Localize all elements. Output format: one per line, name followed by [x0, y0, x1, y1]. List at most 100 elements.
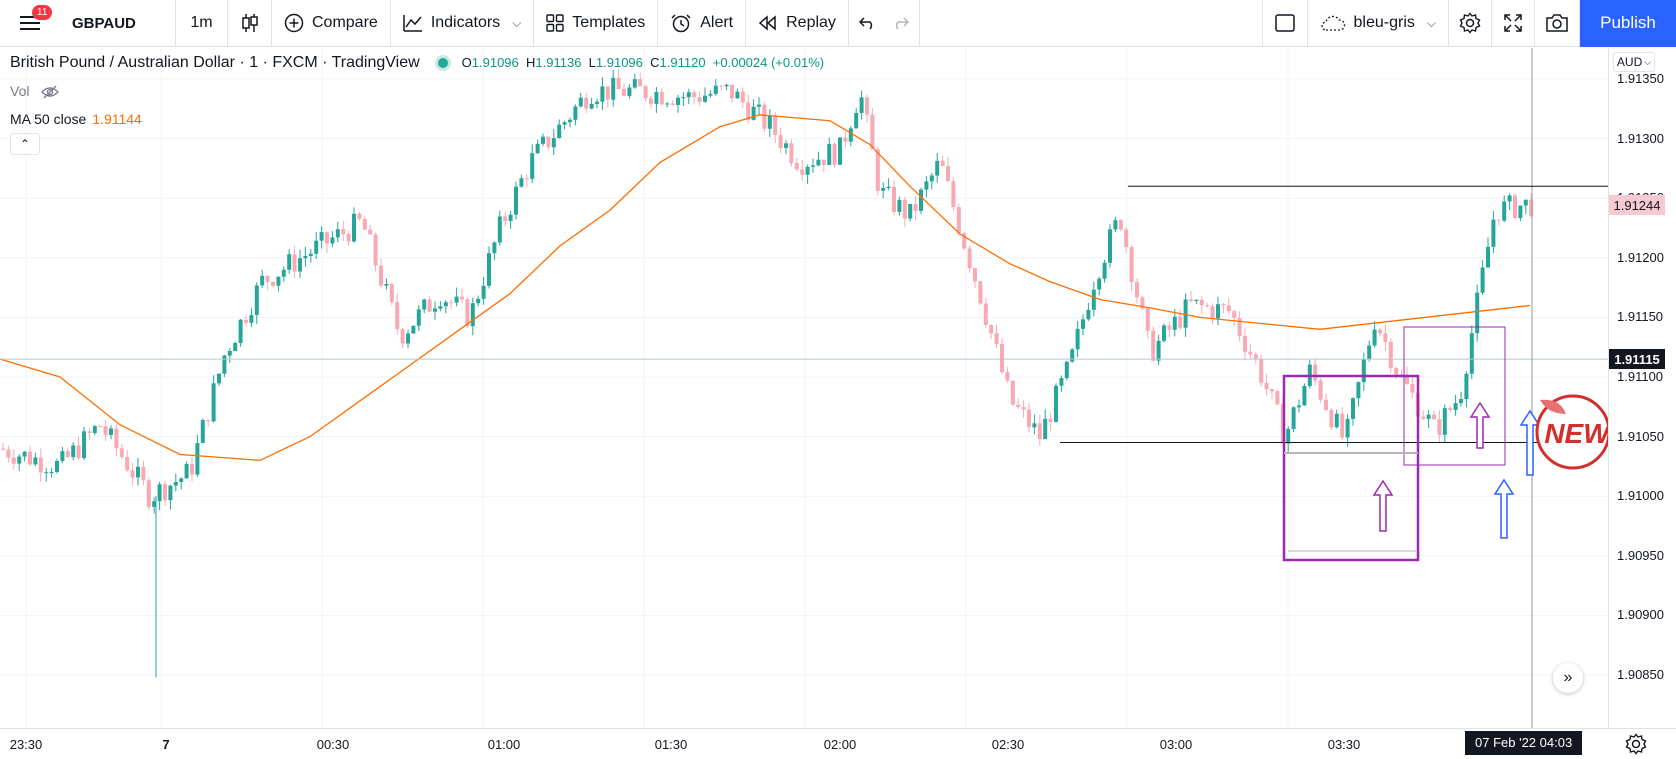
symbol-title[interactable]: British Pound / Australian Dollar · 1 · …: [10, 54, 420, 71]
candle-up: [1367, 345, 1372, 360]
collapse-legend-button[interactable]: ⌃: [10, 133, 40, 155]
market-status-dot[interactable]: [437, 57, 448, 68]
price-chart[interactable]: NEW: [0, 48, 1608, 728]
layout-toggle-button[interactable]: [1263, 0, 1308, 47]
candle-down: [1270, 389, 1274, 392]
candle-down: [692, 92, 697, 98]
candle-up: [168, 485, 173, 501]
snapshot-button[interactable]: [1535, 0, 1580, 47]
candle-up: [665, 103, 670, 105]
ma-legend[interactable]: MA 50 close 1.91144: [10, 111, 142, 127]
candle-up: [487, 253, 491, 286]
undo-redo-group: [849, 0, 920, 47]
chevron-down-icon[interactable]: ⌵: [512, 15, 522, 30]
candle-down: [76, 445, 81, 459]
candle-up: [681, 97, 686, 99]
candle-down: [913, 203, 918, 211]
candle-up: [935, 160, 940, 176]
candle-up: [897, 199, 902, 212]
gear-icon[interactable]: [1625, 733, 1647, 755]
grid-lines: [0, 48, 1608, 728]
candle-down: [951, 181, 956, 208]
indicators-button[interactable]: Indicators ⌵: [391, 0, 535, 47]
candle-down: [946, 166, 950, 182]
candle-down: [1016, 404, 1021, 408]
ma-value: 1.91144: [92, 111, 142, 127]
candle-up: [22, 451, 27, 457]
candle-down: [616, 77, 621, 90]
candle-down: [622, 89, 626, 96]
candle-down: [1178, 316, 1183, 328]
layout-name-button[interactable]: bleu-gris ⌵: [1308, 0, 1449, 47]
time-tick-label: 02:00: [823, 737, 857, 752]
interval-button[interactable]: 1m: [176, 0, 228, 47]
chevron-down-icon[interactable]: ⌵: [1426, 15, 1436, 30]
candle-up: [1172, 316, 1177, 330]
notification-badge: 11: [32, 4, 53, 20]
compare-button[interactable]: Compare: [272, 0, 391, 47]
candle-down: [1448, 408, 1453, 410]
candle-down: [762, 104, 767, 129]
candle-up: [1086, 309, 1091, 320]
price-tick-label: 1.90900: [1617, 607, 1664, 623]
candle-down: [1000, 343, 1004, 373]
alert-button[interactable]: Alert: [658, 0, 747, 47]
candle-down: [973, 268, 977, 282]
candle-down: [346, 234, 351, 242]
candle-down: [1405, 375, 1409, 384]
chart-type-button[interactable]: [228, 0, 272, 47]
candle-up: [611, 77, 616, 100]
candle-up: [1291, 407, 1296, 429]
candle-up: [1351, 398, 1355, 419]
square-icon: [1274, 14, 1295, 32]
candle-up: [514, 186, 518, 215]
candle-up: [1162, 325, 1166, 341]
candle-up: [676, 97, 680, 105]
candle-up: [827, 144, 832, 165]
volume-legend[interactable]: Vol: [10, 83, 60, 99]
scroll-to-realtime-button[interactable]: »: [1553, 663, 1583, 693]
candle-down: [956, 207, 961, 234]
ma-50-line: [0, 114, 1531, 462]
candle-up: [1183, 299, 1188, 328]
undo-icon[interactable]: [858, 16, 877, 30]
redo-icon[interactable]: [891, 16, 909, 30]
range-box-large: [1282, 374, 1420, 562]
chart-pane[interactable]: NEW: [0, 48, 1608, 728]
candle-up: [179, 478, 184, 482]
replay-button[interactable]: Replay: [746, 0, 849, 47]
candle-up: [454, 296, 459, 303]
candle-up: [816, 159, 821, 166]
candle-down: [1027, 409, 1031, 428]
candle-up: [735, 91, 740, 99]
candle-up: [1297, 405, 1301, 408]
eye-crossed-icon[interactable]: [41, 85, 60, 99]
candle-up: [1054, 385, 1058, 422]
publish-button[interactable]: Publish: [1580, 0, 1676, 47]
candle-up: [60, 451, 65, 461]
templates-button[interactable]: Templates: [534, 0, 659, 47]
menu-button[interactable]: 11: [0, 0, 60, 47]
candle-down: [1037, 423, 1042, 440]
settings-button[interactable]: [1449, 0, 1492, 47]
top-toolbar: 11 GBPAUD 1m Compare Indicators ⌵ Templa…: [0, 0, 1676, 47]
price-scale[interactable]: AUD⌵ 1.913501.913001.912501.912001.91150…: [1608, 48, 1676, 728]
candle-down: [389, 284, 394, 303]
ma-label: MA 50 close: [10, 111, 87, 127]
candle-down: [1318, 380, 1323, 400]
time-scale[interactable]: 23:30 7 00:30 01:00 01:30 02:00 02:30 03:00 03:3…: [0, 728, 1676, 759]
candle-down: [1221, 304, 1226, 306]
symbol-search-button[interactable]: GBPAUD: [60, 0, 176, 47]
drawings[interactable]: NEW: [0, 48, 1608, 728]
candle-up: [757, 104, 761, 107]
crosshair-price-label: 1.91115: [1609, 349, 1665, 370]
change-value: +0.00024 (+0.01%): [712, 55, 825, 70]
fullscreen-button[interactable]: [1492, 0, 1535, 47]
candle-up: [422, 299, 427, 310]
candle-down: [87, 431, 92, 434]
currency-button[interactable]: AUD ⌵: [1613, 52, 1655, 72]
candle-up: [249, 315, 254, 323]
candle-up: [1356, 382, 1361, 399]
candle-down: [524, 178, 529, 180]
candle-up: [551, 138, 556, 148]
